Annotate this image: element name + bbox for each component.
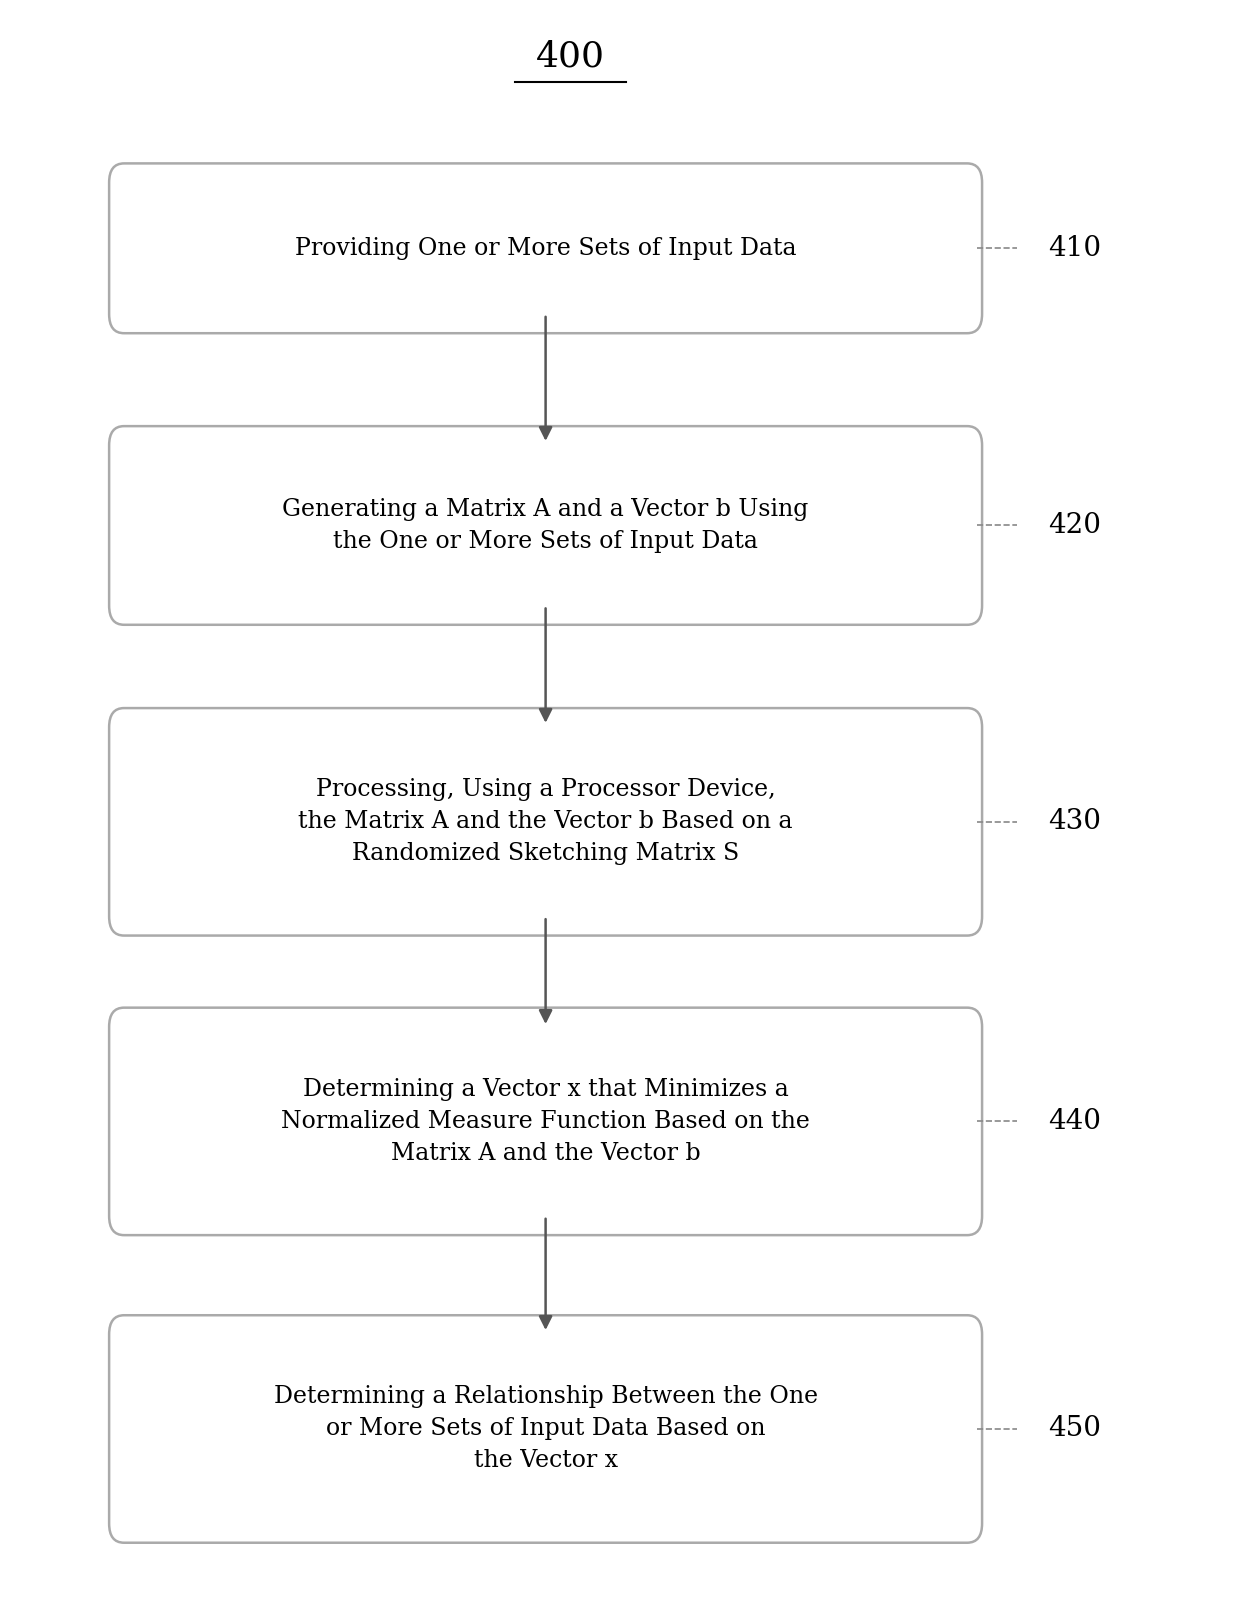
FancyBboxPatch shape	[109, 1315, 982, 1543]
Text: 430: 430	[1048, 809, 1101, 835]
Text: Processing, Using a Processor Device,
the Matrix A and the Vector b Based on a
R: Processing, Using a Processor Device, th…	[299, 779, 792, 865]
Text: Determining a Vector x that Minimizes a
Normalized Measure Function Based on the: Determining a Vector x that Minimizes a …	[281, 1078, 810, 1165]
Text: Generating a Matrix A and a Vector b Using
the One or More Sets of Input Data: Generating a Matrix A and a Vector b Usi…	[283, 498, 808, 553]
Text: 440: 440	[1048, 1109, 1101, 1134]
Text: 450: 450	[1048, 1416, 1101, 1442]
Text: Determining a Relationship Between the One
or More Sets of Input Data Based on
t: Determining a Relationship Between the O…	[274, 1386, 817, 1472]
FancyBboxPatch shape	[109, 163, 982, 333]
FancyBboxPatch shape	[109, 708, 982, 936]
Text: 410: 410	[1048, 235, 1101, 261]
FancyBboxPatch shape	[109, 1008, 982, 1235]
Text: Providing One or More Sets of Input Data: Providing One or More Sets of Input Data	[295, 237, 796, 260]
FancyBboxPatch shape	[109, 426, 982, 625]
Text: 420: 420	[1048, 513, 1101, 538]
Text: 400: 400	[536, 38, 605, 74]
